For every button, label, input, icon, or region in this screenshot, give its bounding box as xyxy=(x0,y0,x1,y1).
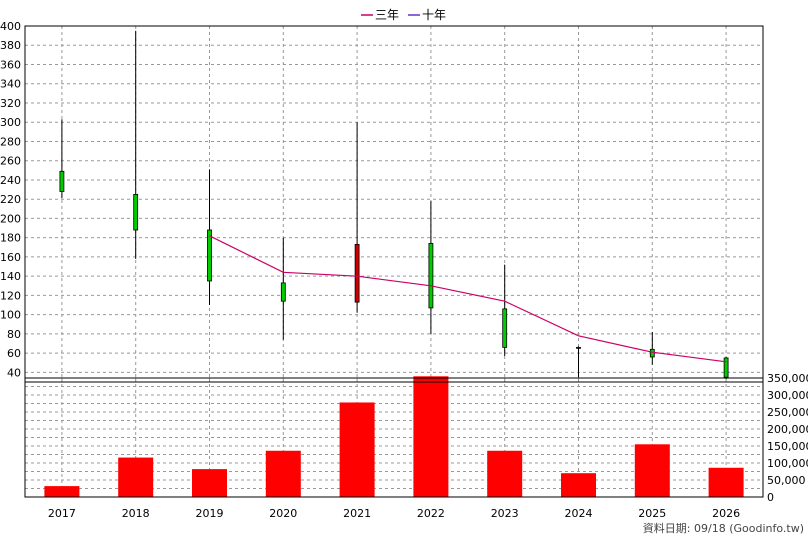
candle-body xyxy=(354,244,360,303)
source-note: 資料日期: 09/18 (Goodinfo.tw) xyxy=(643,521,804,535)
price-tick-label: 240 xyxy=(0,174,21,187)
price-axis-labels: 40 60 80 100 120 140 160 180 200 220 240 260 280 300 3… xyxy=(0,20,21,379)
price-plot-frame xyxy=(24,25,764,383)
price-tick-label: 340 xyxy=(0,78,21,91)
price-tick-label: 200 xyxy=(0,212,21,225)
x-tick-label: 2020 xyxy=(269,507,297,520)
x-tick-label: 2025 xyxy=(638,507,666,520)
volume-tick-label: 200,000 xyxy=(767,423,808,436)
x-tick-label: 2026 xyxy=(712,507,740,520)
ma-line-series xyxy=(209,235,727,363)
legend-label-10yr: 十年 xyxy=(422,8,446,22)
plot-frames xyxy=(24,25,764,498)
candle-body xyxy=(576,346,581,349)
x-tick-label: 2017 xyxy=(48,507,76,520)
volume-bar xyxy=(339,402,375,497)
candle-body xyxy=(280,282,286,302)
price-tick-label: 320 xyxy=(0,97,21,110)
volume-bar xyxy=(118,457,154,497)
candle-body xyxy=(207,229,212,282)
price-tick-label: 40 xyxy=(7,366,21,379)
candlestick-series xyxy=(59,30,729,380)
price-tick-label: 100 xyxy=(0,309,21,322)
x-tick-label: 2021 xyxy=(343,507,371,520)
volume-tick-label: 300,000 xyxy=(767,389,808,402)
volume-tick-label: 150,000 xyxy=(767,440,808,453)
chart-legend: 三年 十年 xyxy=(361,8,446,22)
price-tick-label: 120 xyxy=(0,289,21,302)
x-tick-label: 2023 xyxy=(491,507,519,520)
volume-axis-labels: 0 50,000 100,000 150,000 200,000 250,000 300,0… xyxy=(767,372,808,504)
price-tick-label: 220 xyxy=(0,193,21,206)
volume-bars xyxy=(44,376,744,497)
candle-body xyxy=(502,308,508,348)
candle-body xyxy=(133,193,139,231)
price-tick-label: 60 xyxy=(7,347,21,360)
volume-bar xyxy=(634,444,670,497)
candle-body xyxy=(428,243,434,309)
candle-body xyxy=(59,170,65,192)
x-tick-label: 2022 xyxy=(417,507,445,520)
candle-body xyxy=(649,348,655,358)
volume-tick-label: 50,000 xyxy=(767,474,806,487)
price-tick-label: 140 xyxy=(0,270,21,283)
x-tick-label: 2024 xyxy=(565,507,593,520)
volume-tick-label: 0 xyxy=(767,491,774,504)
x-axis-labels: 2017 2018 2019 2020 2021 2022 2023 2024 2025 2026 xyxy=(48,507,740,520)
volume-bar xyxy=(708,467,744,497)
price-tick-label: 380 xyxy=(0,39,21,52)
volume-bar xyxy=(44,486,80,497)
candle-body xyxy=(723,357,729,378)
ma-line xyxy=(209,235,727,363)
volume-plot-frame xyxy=(24,377,764,498)
price-tick-label: 180 xyxy=(0,232,21,245)
legend-label-3yr: 三年 xyxy=(375,8,399,22)
x-tick-label: 2019 xyxy=(196,507,224,520)
price-tick-label: 260 xyxy=(0,155,21,168)
price-tick-label: 300 xyxy=(0,116,21,129)
price-tick-label: 360 xyxy=(0,58,21,71)
volume-tick-label: 100,000 xyxy=(767,457,808,470)
volume-tick-label: 250,000 xyxy=(767,406,808,419)
volume-tick-label: 350,000 xyxy=(767,372,808,385)
volume-bar xyxy=(265,450,301,497)
x-tick-label: 2018 xyxy=(122,507,150,520)
volume-bar xyxy=(192,469,227,497)
price-tick-label: 280 xyxy=(0,135,21,148)
price-tick-label: 160 xyxy=(0,251,21,264)
volume-bar xyxy=(561,473,596,497)
price-tick-label: 400 xyxy=(0,20,21,33)
volume-bar xyxy=(413,376,449,497)
price-tick-label: 80 xyxy=(7,328,21,341)
volume-bar xyxy=(487,450,523,497)
